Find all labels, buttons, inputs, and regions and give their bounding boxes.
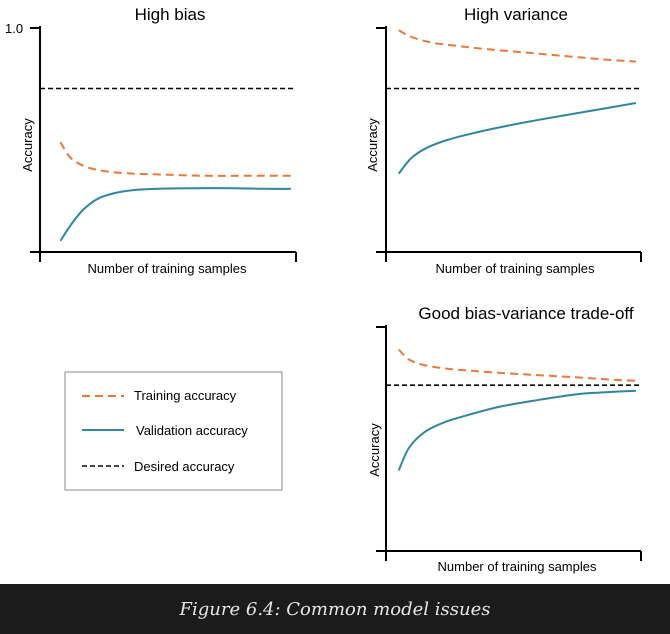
validation-accuracy-line (397, 389, 636, 471)
training-accuracy-line (398, 348, 636, 382)
x-axis-label: Number of training samples (88, 261, 247, 276)
training-accuracy-line (59, 141, 291, 177)
y-axis-label: Accuracy (20, 118, 35, 172)
chart-title: High variance (464, 5, 568, 24)
x-axis-label: Number of training samples (438, 559, 597, 574)
y-axis-label: Accuracy (367, 423, 382, 477)
legend-label-desired: Desired accuracy (134, 459, 235, 474)
chart-title: Good bias-variance trade-off (418, 304, 633, 323)
x-axis-label: Number of training samples (436, 261, 595, 276)
training-accuracy-line (398, 29, 636, 63)
chart-high-variance: High variance Number of training samples… (365, 5, 642, 276)
caption-bar: Figure 6.4: Common model issues (0, 584, 670, 634)
y-tick-label-top: 1.0 (5, 21, 23, 36)
validation-accuracy-line (59, 187, 291, 242)
chart-title: High bias (135, 5, 206, 24)
legend: Training accuracy Validation accuracy De… (64, 371, 283, 491)
chart-high-bias: High bias 1.0 Number of training samples… (5, 5, 297, 276)
chart-good-tradeoff: Good bias-variance trade-off Number of t… (367, 304, 642, 574)
y-axis-label: Accuracy (365, 118, 380, 172)
legend-label-training: Training accuracy (134, 388, 237, 403)
legend-label-validation: Validation accuracy (136, 423, 248, 438)
figure-caption: Figure 6.4: Common model issues (179, 598, 491, 620)
validation-accuracy-line (398, 102, 637, 175)
figure: High bias 1.0 Number of training samples… (5, 5, 642, 574)
